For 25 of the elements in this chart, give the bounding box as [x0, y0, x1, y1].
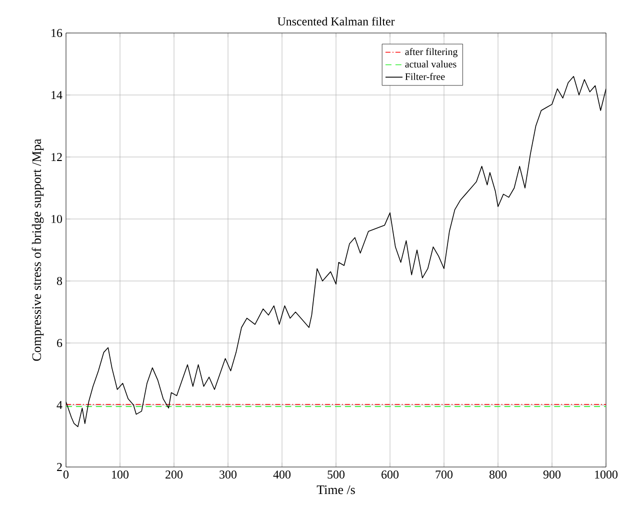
x-tick-label: 0	[63, 470, 69, 479]
y-tick-label: 14	[52, 91, 62, 99]
x-tick-label: 500	[328, 470, 345, 479]
y-tick-label: 8	[56, 276, 62, 286]
x-tick-label: 100	[112, 470, 129, 479]
y-tick-label: 6	[57, 338, 62, 348]
y-tick-label: 16	[52, 28, 62, 38]
x-axis-title: Time /s	[316, 485, 355, 494]
y-tick-label: 12	[52, 153, 62, 161]
y-tick-label: 4	[56, 401, 62, 409]
x-tick-label: 900	[543, 470, 561, 479]
legend-label: actual values	[405, 60, 456, 68]
y-tick-label: 10	[52, 214, 62, 224]
x-tick-label: 700	[436, 470, 453, 479]
y-tick-label: 2	[57, 463, 62, 471]
x-tick-label: 400	[273, 470, 291, 479]
legend-label: after filtering	[405, 48, 458, 58]
x-tick-label: 1000	[595, 470, 618, 479]
chart-title: Unscented Kalman filter	[277, 16, 395, 26]
x-tick-label: 300	[220, 470, 237, 479]
x-tick-label: 800	[489, 470, 507, 479]
x-tick-label: 200	[166, 470, 183, 479]
legend-label: Filter-free	[405, 72, 445, 80]
x-tick-label: 600	[382, 470, 399, 479]
y-axis-title: Compressive stress of bridge support /Mpa	[32, 138, 44, 361]
